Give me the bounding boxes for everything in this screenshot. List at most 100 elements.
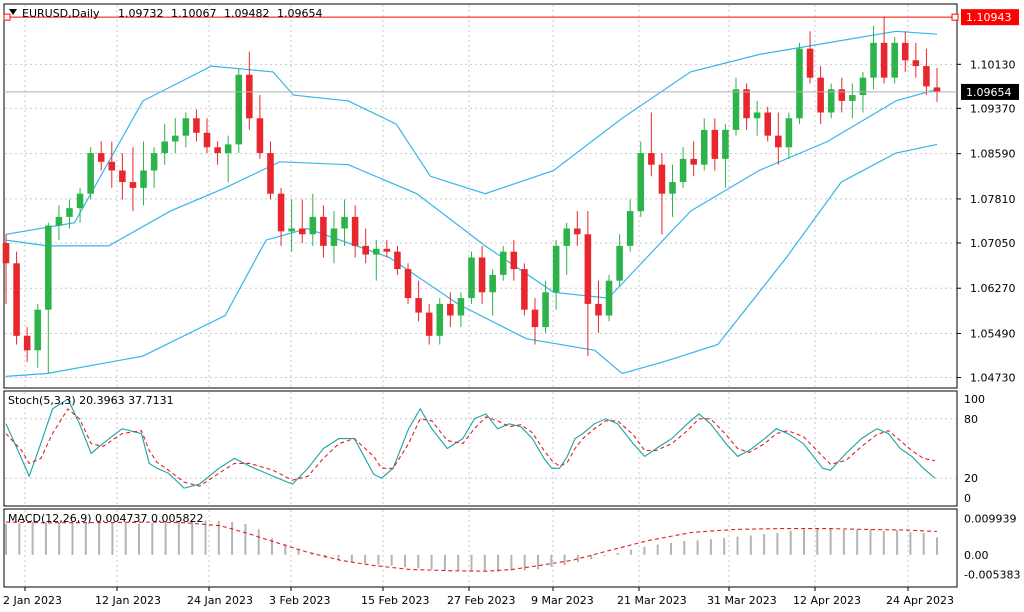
candle-body [140, 170, 147, 188]
candle [743, 83, 750, 130]
candle-body [827, 89, 835, 113]
stochastic-lines [5, 398, 936, 489]
macd-histogram-bar [856, 529, 859, 555]
candle [531, 298, 539, 345]
alert-level-line[interactable]: 1.10943 [3, 9, 1019, 26]
candle [648, 112, 655, 177]
candle-body [76, 193, 84, 209]
candle-body [933, 87, 941, 92]
macd-histogram-bar [470, 554, 473, 572]
candle [320, 205, 327, 258]
macd-axis: 0.009939 0.00 -0.005383 [964, 513, 1020, 582]
candle-body [499, 251, 507, 275]
price-pane[interactable]: 1.10943 1.09654 EURUSD,Daily 1.09732 1.1… [2, 3, 1019, 389]
time-tick-label: 3 Feb 2023 [269, 594, 330, 607]
symbol-menu-triangle-icon[interactable] [9, 9, 17, 15]
candle-body [129, 182, 137, 188]
candle [55, 205, 63, 241]
time-tick-label: 31 Mar 2023 [707, 594, 777, 607]
stochastic-pane[interactable]: Stoch(5,3,3) 20.3963 37.7131 [3, 390, 958, 507]
candle [912, 42, 920, 78]
candle [510, 240, 518, 281]
candle-body [87, 153, 94, 194]
candle [563, 222, 570, 275]
candle-body [690, 158, 697, 165]
candle [214, 141, 221, 165]
candle-body [817, 77, 824, 113]
macd-histogram-bar [404, 554, 406, 568]
candle-body [891, 42, 898, 78]
candle-body [394, 251, 401, 270]
candle-body [330, 228, 338, 246]
time-axis[interactable]: 2 Jan 2023 12 Jan 2023 24 Jan 2023 3 Feb 20… [3, 587, 954, 607]
macd-pane[interactable]: MACD(12,26,9) 0.004737 0.005822 [3, 508, 958, 588]
candle [351, 205, 359, 258]
candle-body [66, 208, 73, 217]
macd-histogram-bar [736, 536, 739, 555]
price-axis[interactable]: 1.10130 1.09370 1.08590 1.07810 1.07050 1.062… [957, 58, 1016, 385]
macd-histogram-bar [111, 522, 114, 555]
candle-body [605, 280, 613, 316]
macd-histogram-bar [709, 539, 712, 555]
macd-histogram-bar [5, 523, 7, 555]
macd-histogram-bar [71, 521, 74, 555]
candle-body [362, 245, 369, 255]
candle [690, 141, 697, 177]
candle-body [901, 42, 909, 61]
candle [753, 100, 761, 136]
macd-histogram-bar [537, 554, 539, 570]
candlestick-series [2, 16, 941, 374]
macd-histogram-bar [550, 554, 553, 567]
macd-histogram-bar [936, 537, 938, 555]
candle [616, 234, 623, 287]
ohlc-low: 1.09482 [224, 7, 270, 20]
candle [45, 222, 52, 374]
macd-histogram-bar [922, 533, 925, 555]
macd-histogram-bar [284, 543, 287, 555]
candle [341, 199, 348, 246]
macd-histogram-bar [643, 546, 646, 555]
macd-histogram-bar [497, 554, 500, 572]
candle [150, 147, 158, 188]
macd-histogram-bar [696, 540, 699, 555]
stochastic-pane-frame [3, 390, 958, 507]
macd-histogram-bar [231, 522, 234, 555]
candle [13, 251, 20, 345]
price-tick-label: 1.07810 [970, 193, 1016, 206]
candle-body [277, 193, 285, 232]
macd-histogram-bar [616, 553, 619, 555]
candle-body [489, 274, 496, 293]
macd-histogram-bar [829, 529, 832, 555]
candle [489, 269, 496, 316]
macd-histogram-bar [31, 522, 34, 555]
candle-body [658, 164, 666, 194]
candle-body [404, 269, 412, 299]
time-tick-label: 24 Apr 2023 [886, 594, 954, 607]
stochastic-signal-line [5, 408, 936, 487]
candle-body [224, 144, 232, 154]
macd-histogram-bar [842, 530, 845, 555]
macd-histogram-bar [98, 522, 101, 555]
candle [552, 240, 560, 310]
macd-histogram-bar [58, 522, 61, 555]
macd-histogram-bar [483, 554, 486, 572]
candle-body [468, 257, 475, 299]
macd-tick-label: 0.00 [964, 549, 989, 562]
macd-tick-label: 0.009939 [964, 513, 1017, 526]
bollinger-bands [5, 30, 938, 377]
candle [23, 327, 31, 362]
macd-histogram-bar [749, 535, 752, 555]
candle-body [119, 170, 126, 183]
candle-body [796, 48, 803, 119]
candle-body [595, 303, 602, 316]
candle-body [415, 298, 422, 313]
macd-histogram-bar [204, 520, 207, 555]
macd-histogram-bar [723, 538, 726, 555]
candle-body [806, 48, 814, 78]
bollinger-middle-line [5, 88, 938, 299]
candle [373, 240, 380, 281]
macd-histogram-bar [630, 549, 633, 555]
macd-pane-frame [3, 508, 958, 588]
